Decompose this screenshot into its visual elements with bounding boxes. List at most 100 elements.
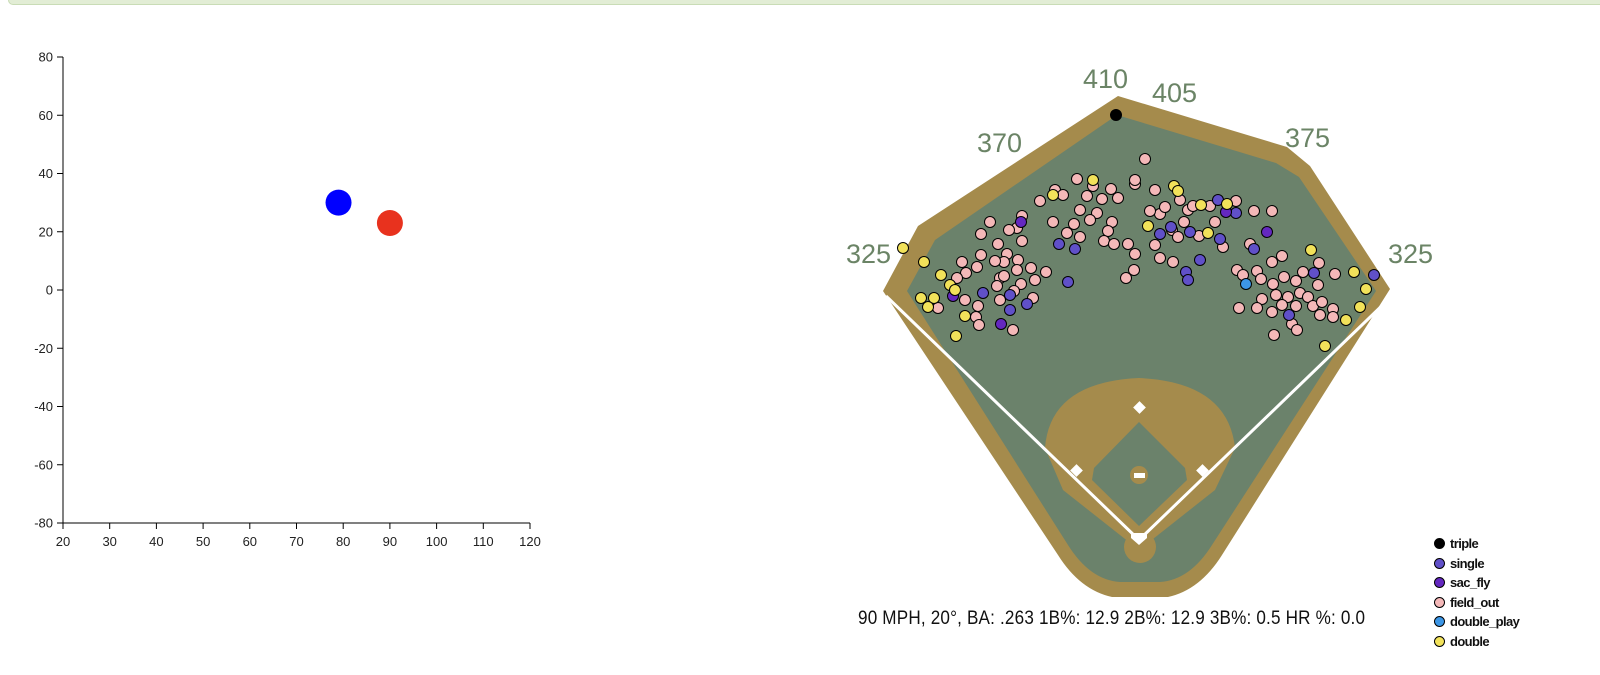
legend-item-double: double xyxy=(1434,632,1519,652)
batted-ball-double xyxy=(950,330,962,342)
batted-ball-double xyxy=(918,256,930,268)
batted-ball-field-out xyxy=(1266,306,1278,318)
batted-ball-field-out xyxy=(1267,278,1279,290)
distance-label-center: 410 xyxy=(1083,64,1128,94)
batted-ball-field-out xyxy=(1314,309,1326,321)
batted-ball-field-out xyxy=(1057,189,1069,201)
legend-item-single: single xyxy=(1434,554,1519,574)
outfield-grass xyxy=(907,115,1376,582)
batted-ball-double xyxy=(1142,220,1154,232)
y-tick-label: 80 xyxy=(39,50,53,65)
batted-ball-field-out xyxy=(1129,174,1141,186)
batted-ball-single xyxy=(1154,228,1166,240)
x-tick-label: 110 xyxy=(473,534,494,549)
batted-ball-double xyxy=(1202,227,1214,239)
y-tick-label: -40 xyxy=(34,399,53,414)
batted-ball-field-out xyxy=(1128,264,1140,276)
blue-point xyxy=(325,189,352,216)
batted-ball-single xyxy=(1182,274,1194,286)
batted-ball-field-out xyxy=(1074,231,1086,243)
batted-ball-field-out xyxy=(1312,279,1324,291)
batted-ball-single xyxy=(1248,243,1260,255)
batted-ball-single xyxy=(1004,304,1016,316)
batted-ball-field-out xyxy=(975,249,987,261)
batted-ball-field-out xyxy=(971,261,983,273)
legend-swatch-icon xyxy=(1434,577,1445,589)
x-tick-label: 70 xyxy=(289,534,303,549)
x-tick-label: 60 xyxy=(243,534,257,549)
x-tick-label: 20 xyxy=(56,534,70,549)
x-tick-label: 50 xyxy=(196,534,210,549)
batted-ball-sac-fly xyxy=(995,318,1007,330)
batted-ball-single xyxy=(1283,309,1295,321)
batted-ball-field-out xyxy=(1278,271,1290,283)
y-tick-label: -60 xyxy=(34,457,53,472)
batted-ball-double xyxy=(1340,314,1352,326)
home-plate xyxy=(1131,533,1147,545)
batted-ball-double xyxy=(915,292,927,304)
batted-ball-field-out xyxy=(1047,216,1059,228)
batted-ball-field-out xyxy=(1297,266,1309,278)
batted-ball-field-out xyxy=(1270,289,1282,301)
batted-ball-field-out xyxy=(1290,300,1302,312)
batted-ball-single xyxy=(1230,207,1242,219)
batted-ball-field-out xyxy=(951,272,963,284)
legend-item-double-play: double_play xyxy=(1434,612,1520,632)
batted-ball-field-out xyxy=(1011,264,1023,276)
legend-label: single xyxy=(1450,555,1485,571)
batted-ball-triple xyxy=(1110,109,1122,121)
batted-ball-single xyxy=(1062,276,1074,288)
batted-ball-single xyxy=(1368,269,1380,281)
data-points xyxy=(325,189,403,237)
legend-item-field-out: field_out xyxy=(1434,593,1519,613)
batted-ball-field-out xyxy=(992,238,1004,250)
legend-swatch-icon xyxy=(1434,596,1445,608)
batted-ball-field-out xyxy=(1149,239,1161,251)
batted-ball-field-out xyxy=(1209,216,1221,228)
batted-ball-single xyxy=(1004,289,1016,301)
batted-ball-field-out xyxy=(1256,293,1268,305)
hit-outcome-summary: 90 MPH, 20°, BA: .263 1B%: 12.9 2B%: 12.… xyxy=(858,608,1366,629)
batted-ball-field-out xyxy=(1251,302,1263,314)
legend-swatch-icon xyxy=(1434,557,1445,569)
batted-ball-field-out xyxy=(960,267,972,279)
batted-ball-field-out xyxy=(975,228,987,240)
x-tick-label: 40 xyxy=(149,534,163,549)
batted-ball-field-out xyxy=(1149,184,1161,196)
batted-ball-single xyxy=(1214,233,1226,245)
batted-ball-field-out xyxy=(932,302,944,314)
batted-ball-field-out xyxy=(959,294,971,306)
batted-ball-double xyxy=(1360,283,1372,295)
batted-ball-field-out xyxy=(984,216,996,228)
batted-ball-field-out xyxy=(1266,256,1278,268)
batted-ball-field-out xyxy=(1034,195,1046,207)
batted-ball-field-out xyxy=(1129,248,1141,260)
batted-ball-double xyxy=(1354,301,1366,313)
batted-ball-single xyxy=(1308,267,1320,279)
batted-ball-field-out xyxy=(1084,214,1096,226)
batted-ball-field-out xyxy=(994,294,1006,306)
legend-item-triple: triple xyxy=(1434,534,1519,554)
batted-ball-field-out xyxy=(1327,311,1339,323)
batted-ball-double xyxy=(1319,340,1331,352)
batted-ball-double xyxy=(1305,244,1317,256)
y-tick-label: -80 xyxy=(34,516,53,531)
batted-ball-field-out xyxy=(1081,190,1093,202)
batted-ball-field-out xyxy=(1074,204,1086,216)
batted-ball-field-out xyxy=(1016,235,1028,247)
batted-ball-field-out xyxy=(1071,173,1083,185)
batted-ball-field-out xyxy=(1316,296,1328,308)
batted-ball-double xyxy=(1047,189,1059,201)
batted-ball-field-out xyxy=(1091,207,1103,219)
x-tick-label: 100 xyxy=(426,534,448,549)
legend-item-sac-fly: sac_fly xyxy=(1434,573,1519,593)
batted-ball-field-out xyxy=(1291,324,1303,336)
legend-label: triple xyxy=(1450,536,1479,552)
batted-ball-field-out xyxy=(1233,302,1245,314)
batted-ball-field-out xyxy=(1167,256,1179,268)
batted-ball-double xyxy=(922,301,934,313)
batted-ball-field-out xyxy=(1105,183,1117,195)
batted-ball-double xyxy=(1195,199,1207,211)
batted-ball-double xyxy=(959,310,971,322)
